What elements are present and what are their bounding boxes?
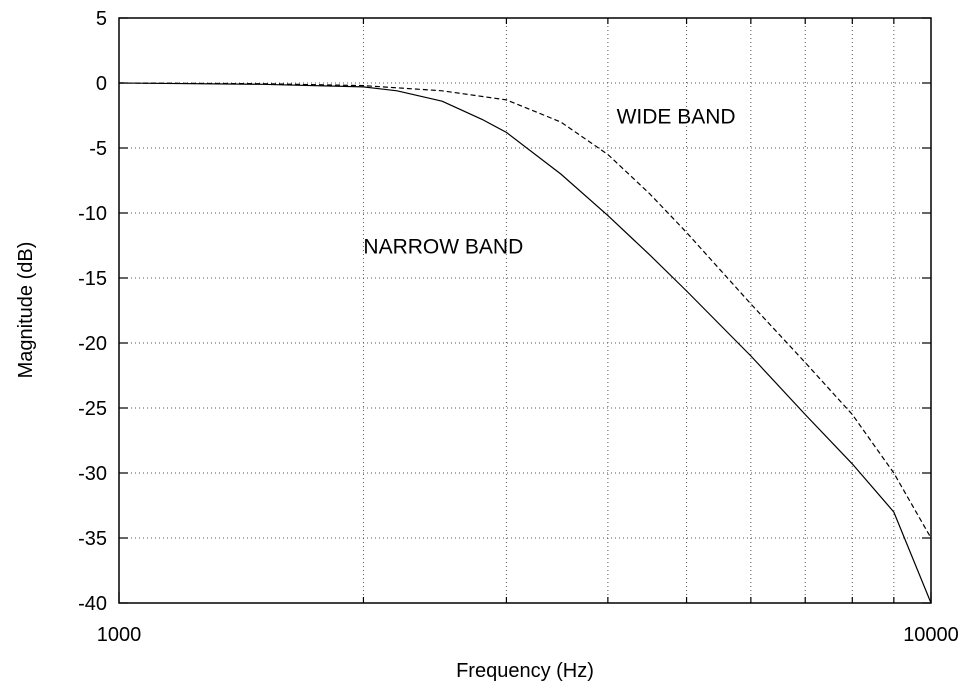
grid-lines (119, 18, 931, 603)
y-tick-label: -35 (78, 528, 107, 550)
tick-labels: 5 0 -5 -10 -15 -20 -25 -30 -35 -40 1000 10000 (78, 8, 959, 646)
x-tick-label: 1000 (97, 624, 142, 646)
plot-frame (118, 17, 932, 604)
y-tick-label: -10 (78, 203, 107, 225)
y-tick-label: -40 (78, 593, 107, 615)
wide-band-line (118, 82, 932, 539)
y-tick-label: -30 (78, 463, 107, 485)
y-tick-label: -20 (78, 333, 107, 355)
series-annotation: NARROW BAND (363, 236, 523, 259)
x-axis-label: Frequency (Hz) (456, 660, 594, 682)
y-tick-label: -25 (78, 398, 107, 420)
y-tick-label: 0 (96, 73, 107, 95)
y-tick-label: 5 (96, 8, 107, 30)
axis-ticks (118, 17, 932, 604)
x-tick-label: 10000 (903, 624, 959, 646)
y-tick-label: -15 (78, 268, 107, 290)
series-lines (118, 82, 932, 604)
y-axis-label: Magnitude (dB) (15, 242, 37, 379)
series-annotation: WIDE BAND (617, 106, 736, 129)
narrow-band-line (118, 82, 932, 604)
annotations: WIDE BAND NARROW BAND (363, 106, 735, 259)
y-tick-label: -5 (89, 138, 107, 160)
